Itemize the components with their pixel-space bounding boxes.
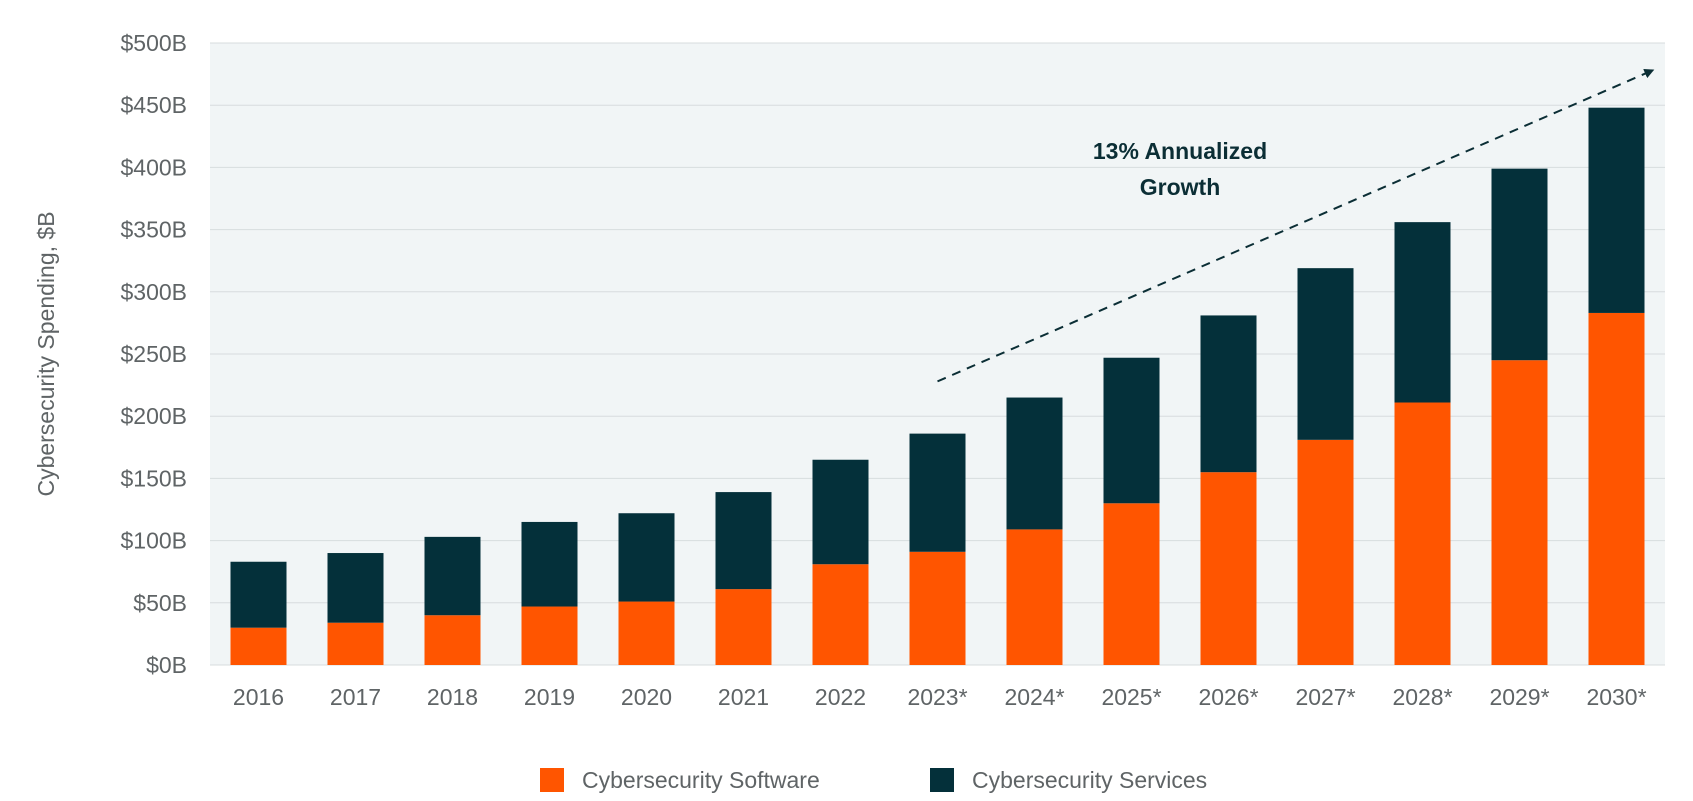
x-tick-label: 2025*: [1101, 684, 1161, 710]
bars: [230, 107, 1645, 665]
y-tick-label: $0B: [146, 652, 187, 678]
y-tick-label: $50B: [133, 590, 187, 616]
bar-services: [521, 521, 578, 607]
y-axis: $0B $50B $100B $150B $200B $250B $300B $350B $40…: [120, 30, 187, 678]
bar-services: [1588, 107, 1645, 313]
bar-services: [1491, 168, 1548, 361]
bar-software: [230, 627, 287, 665]
bar-services: [812, 459, 869, 565]
x-tick-label: 2028*: [1392, 684, 1452, 710]
bar-software: [812, 564, 869, 665]
bar-software: [1588, 312, 1645, 665]
x-tick-label: 2024*: [1004, 684, 1064, 710]
bar-software: [1006, 529, 1063, 665]
y-tick-label: $350B: [120, 217, 187, 243]
legend: Cybersecurity Software Cybersecurity Serv…: [540, 767, 1207, 793]
bar-software: [1394, 402, 1451, 665]
growth-annotation-line-2: Growth: [1140, 174, 1221, 200]
x-tick-label: 2018: [427, 684, 478, 710]
y-tick-label: $500B: [120, 30, 187, 56]
x-tick-label: 2020: [621, 684, 672, 710]
legend-label: Cybersecurity Software: [582, 767, 820, 793]
bar-services: [1103, 357, 1160, 504]
x-tick-label: 2030*: [1586, 684, 1646, 710]
bar-services: [1394, 222, 1451, 403]
bar-services: [1297, 268, 1354, 440]
bar-services: [327, 553, 384, 623]
legend-swatch: [540, 768, 564, 792]
bar-services: [618, 513, 675, 602]
bar-software: [715, 589, 772, 665]
y-tick-label: $450B: [120, 92, 187, 118]
growth-arrow: [937, 68, 1655, 383]
bar-services: [230, 561, 287, 628]
y-tick-label: $400B: [120, 154, 187, 180]
legend-label: Cybersecurity Services: [972, 767, 1207, 793]
x-tick-label: 2022: [815, 684, 866, 710]
bar-services: [424, 536, 481, 616]
legend-swatch: [930, 768, 954, 792]
bar-software: [521, 606, 578, 665]
bar-software: [909, 551, 966, 665]
bar-software: [1103, 503, 1160, 665]
y-tick-label: $250B: [120, 341, 187, 367]
growth-annotation: 13% Annualized Growth: [937, 68, 1655, 383]
x-tick-label: 2021: [718, 684, 769, 710]
y-axis-label: Cybersecurity Spending, $B: [33, 211, 59, 496]
bar-software: [1200, 472, 1257, 665]
bar-software: [1491, 360, 1548, 665]
y-tick-label: $300B: [120, 279, 187, 305]
bar-services: [715, 492, 772, 590]
growth-annotation-line-1: 13% Annualized: [1093, 138, 1267, 164]
bar-software: [1297, 439, 1354, 665]
x-tick-label: 2019: [524, 684, 575, 710]
x-tick-label: 2017: [330, 684, 381, 710]
x-tick-label: 2027*: [1295, 684, 1355, 710]
bar-software: [424, 615, 481, 665]
bar-services: [1006, 397, 1063, 530]
x-axis: 2016 2017 2018 2019 2020 2021 2022 2023* 2024* 20…: [233, 684, 1647, 710]
x-tick-label: 2026*: [1198, 684, 1258, 710]
y-tick-label: $200B: [120, 403, 187, 429]
x-tick-label: 2023*: [907, 684, 967, 710]
bar-software: [327, 622, 384, 665]
bar-services: [909, 433, 966, 552]
y-tick-label: $150B: [120, 465, 187, 491]
bar-services: [1200, 315, 1257, 473]
bar-software: [618, 601, 675, 665]
y-tick-label: $100B: [120, 528, 187, 554]
x-tick-label: 2016: [233, 684, 284, 710]
x-tick-label: 2029*: [1489, 684, 1549, 710]
